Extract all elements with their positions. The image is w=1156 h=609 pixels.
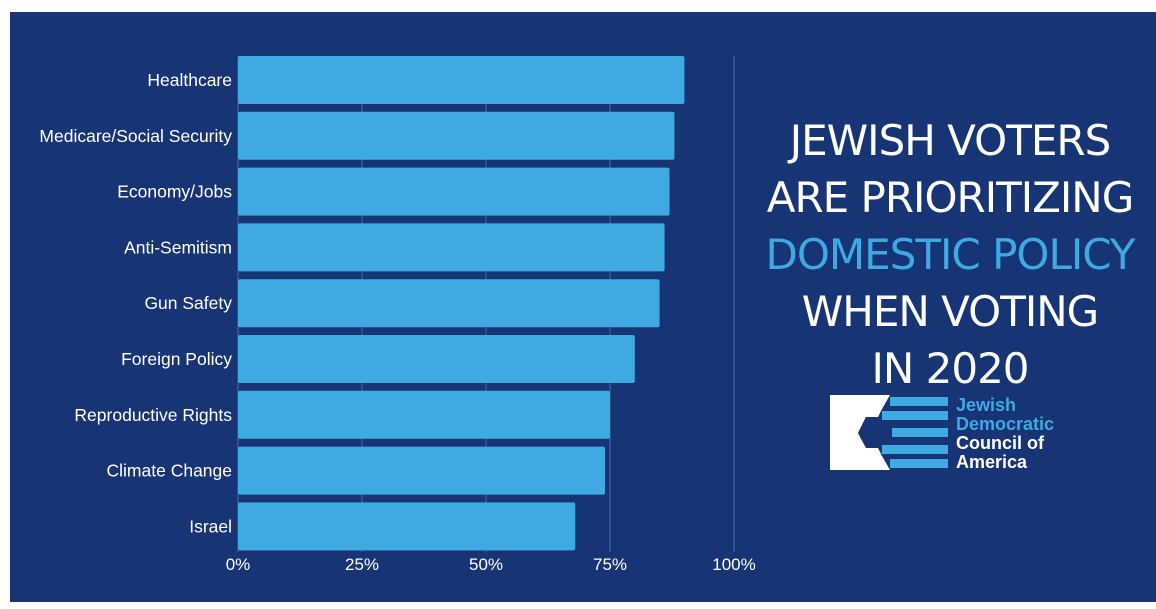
category-label: Reproductive Rights [74, 405, 232, 425]
headline-line-4: WHEN VOTING [801, 287, 1099, 336]
category-label: Healthcare [147, 70, 232, 90]
category-label: Israel [189, 516, 232, 536]
headline-line-3: DOMESTIC POLICY [765, 230, 1136, 279]
category-label: Gun Safety [144, 293, 232, 313]
logo-text: Jewish Democratic Council of America [956, 396, 1054, 472]
bar-chart: Healthcare Medicare/Social Security Econom… [39, 56, 756, 574]
x-tick-label: 50% [469, 555, 503, 574]
headline: JEWISH VOTERS ARE PRIORITIZING DOMESTIC … [740, 112, 1156, 397]
logo-line-1: Jewish [956, 395, 1017, 415]
logo-line-3: Council of [956, 433, 1044, 453]
bar [238, 56, 685, 104]
x-tick-label: 100% [712, 555, 755, 574]
category-label: Foreign Policy [121, 349, 232, 369]
x-tick-label: 0% [226, 555, 251, 574]
category-label: Economy/Jobs [117, 182, 232, 202]
x-axis-ticks: 0% 25% 50% 75% 100% [226, 555, 756, 574]
bar [238, 335, 635, 383]
x-tick-label: 25% [345, 555, 379, 574]
category-labels: Healthcare Medicare/Social Security Econom… [39, 70, 232, 536]
headline-line-2: ARE PRIORITIZING [766, 173, 1135, 222]
category-label: Climate Change [107, 461, 232, 481]
logo-line-2: Democratic [956, 414, 1055, 434]
bar [238, 111, 675, 160]
x-tick-label: 75% [593, 555, 627, 574]
bar [238, 223, 665, 272]
headline-line-1: JEWISH VOTERS [789, 116, 1112, 165]
logo-line-4: America [956, 452, 1028, 472]
bar [238, 279, 660, 328]
bar [238, 446, 606, 495]
bars [238, 56, 685, 551]
bar [238, 167, 670, 216]
category-label: Medicare/Social Security [39, 126, 232, 146]
headline-line-5: IN 2020 [871, 344, 1029, 393]
jdca-logo-icon [830, 395, 948, 470]
category-label: Anti-Semitism [124, 237, 232, 257]
infographic: Healthcare Medicare/Social Security Econom… [10, 12, 1156, 602]
bar [238, 502, 576, 551]
bar [238, 390, 610, 439]
